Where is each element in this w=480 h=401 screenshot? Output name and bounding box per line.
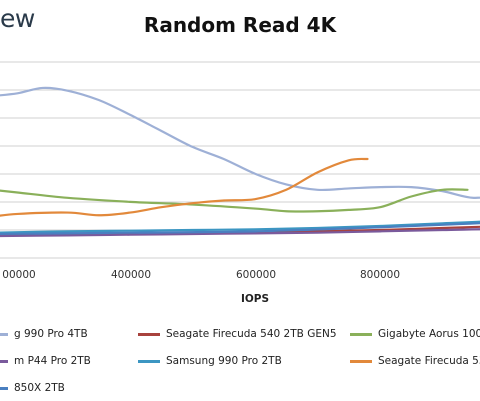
line-chart: 00000 400000 600000 800000 IOPS: [0, 61, 480, 305]
x-tick-label: 00000: [2, 269, 35, 281]
series-line-2: [0, 188, 469, 213]
series-line-3: [0, 228, 480, 238]
legend-swatch: [0, 359, 8, 363]
series-line-0: [0, 86, 480, 199]
chart-legend: g 990 Pro 4TB Seagate Firecuda 540 2TB GE…: [0, 323, 480, 401]
legend-label: Samsung 990 Pro 2TB: [166, 355, 282, 367]
legend-swatch: [350, 332, 372, 336]
legend-label: Seagate Firecuda 53: [378, 355, 480, 367]
legend-swatch: [0, 332, 8, 336]
legend-label: m P44 Pro 2TB: [14, 355, 91, 367]
series-line-6: [0, 222, 480, 236]
legend-swatch: [138, 359, 160, 363]
x-axis-label: IOPS: [241, 293, 269, 305]
legend-label: 850X 2TB: [14, 382, 65, 394]
brand-logo: ew: [0, 4, 35, 33]
x-tick-label: 400000: [111, 269, 151, 281]
legend-item: Gigabyte Aorus 100: [350, 328, 480, 340]
legend-label: Gigabyte Aorus 100: [378, 328, 480, 340]
legend-item: Samsung 990 Pro 2TB: [138, 355, 282, 367]
series-line-5: [0, 157, 369, 217]
x-tick-label: 600000: [236, 269, 276, 281]
series-lines: [0, 86, 480, 238]
legend-swatch: [0, 386, 8, 390]
legend-item: 850X 2TB: [0, 382, 65, 394]
legend-item: g 990 Pro 4TB: [0, 328, 88, 340]
legend-label: Seagate Firecuda 540 2TB GEN5: [166, 328, 337, 340]
legend-swatch: [138, 332, 160, 336]
x-axis-ticks: 00000 400000 600000 800000: [2, 269, 400, 281]
series-line-4: [0, 220, 480, 234]
legend-swatch: [350, 359, 372, 363]
legend-item: Seagate Firecuda 540 2TB GEN5: [138, 328, 337, 340]
chart-title: Random Read 4K: [143, 13, 337, 37]
legend-item: m P44 Pro 2TB: [0, 355, 91, 367]
legend-label: g 990 Pro 4TB: [14, 328, 88, 340]
legend-item: Seagate Firecuda 53: [350, 355, 480, 367]
x-tick-label: 800000: [360, 269, 400, 281]
